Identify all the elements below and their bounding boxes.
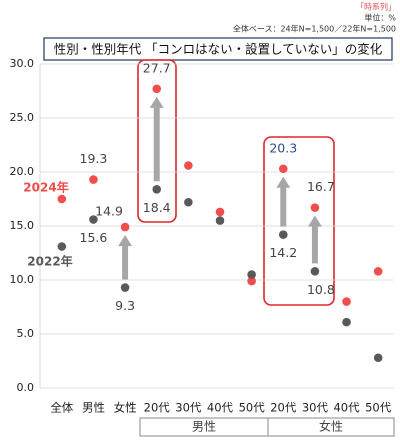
- dot: [373, 267, 383, 276]
- dot: [278, 230, 288, 239]
- dot: [247, 270, 256, 279]
- dot: [57, 194, 67, 204]
- group-label: 女性: [319, 419, 343, 434]
- x-tick-label: 女性: [114, 401, 137, 415]
- dot: [342, 317, 351, 327]
- y-tick-label: 30.0: [10, 57, 35, 70]
- dot: [342, 297, 351, 306]
- group-label: 男性: [192, 420, 216, 434]
- y-tick-label: 0.0: [17, 381, 35, 394]
- arrow-head: [276, 176, 291, 188]
- data-label: 18.4: [143, 200, 171, 215]
- dot: [89, 215, 98, 224]
- arrow-head: [118, 235, 133, 247]
- chart-title: 性別・性別年代 「コンロはない・設置していない」の変化: [54, 42, 383, 57]
- title-box: [43, 37, 393, 61]
- y-tick-label: 20.0: [10, 165, 35, 178]
- dot: [57, 242, 67, 251]
- dot: [310, 203, 320, 212]
- x-tick-label: 20代: [144, 401, 171, 415]
- data-label: 10.8: [307, 282, 335, 297]
- data-label: 19.3: [80, 151, 108, 166]
- x-tick-label: 50代: [239, 401, 266, 415]
- dot: [89, 175, 98, 184]
- base: 全体ベース：24年N=1,500／22年N=1,500: [233, 24, 396, 34]
- x-tick-label: 20代: [270, 401, 297, 415]
- x-tick-label: 50代: [365, 401, 392, 415]
- highlight-box: [263, 136, 335, 306]
- x-tick-label: 全体: [50, 401, 73, 415]
- series-label: 2024年: [23, 180, 68, 195]
- dot: [152, 184, 162, 194]
- dot: [120, 222, 130, 232]
- dot: [373, 353, 383, 363]
- y-tick-label: 5.0: [17, 327, 35, 340]
- data-label: 15.6: [80, 230, 108, 245]
- group-box: [267, 417, 395, 437]
- dot: [184, 197, 193, 207]
- dot: [184, 161, 193, 170]
- data-label: 16.7: [307, 179, 335, 194]
- dot: [310, 267, 320, 276]
- dot: [120, 283, 130, 292]
- dot: [247, 276, 256, 286]
- y-tick-label: 15.0: [10, 219, 35, 232]
- x-tick-label: 40代: [207, 401, 234, 415]
- data-label: 27.7: [143, 60, 171, 75]
- dot: [215, 216, 225, 225]
- data-label: 14.2: [269, 245, 297, 260]
- arrow-head: [149, 96, 164, 108]
- x-tick-label: 40代: [333, 401, 360, 415]
- x-tick-label: 30代: [302, 401, 329, 415]
- data-label: 9.3: [115, 298, 135, 313]
- arrow-head: [307, 215, 322, 227]
- dot: [278, 164, 288, 174]
- unit: 単位：%: [364, 13, 396, 23]
- x-tick-label: 30代: [175, 401, 202, 415]
- y-tick-label: 25.0: [10, 111, 35, 124]
- dot: [152, 84, 162, 94]
- series-label: 2022年: [27, 254, 72, 269]
- data-label: 20.3: [269, 140, 297, 155]
- highlight-box: [137, 59, 177, 223]
- data-label: 14.9: [95, 204, 123, 219]
- y-tick-label: 10.0: [10, 273, 35, 286]
- x-tick-label: 男性: [82, 401, 105, 415]
- note-top: 「時系列」: [356, 2, 396, 12]
- dot: [215, 207, 225, 217]
